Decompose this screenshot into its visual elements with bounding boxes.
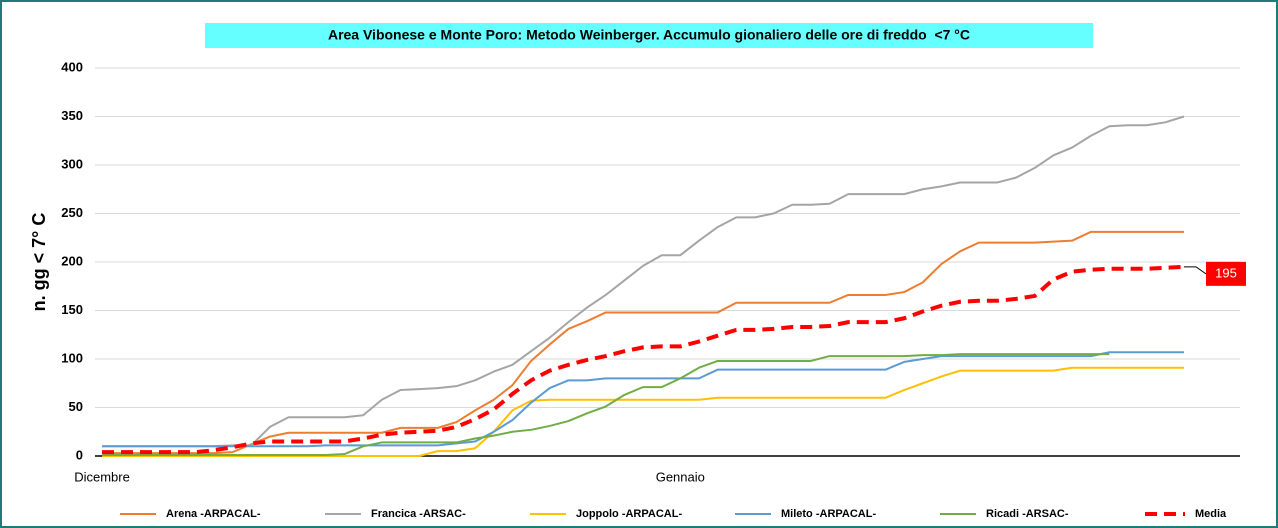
legend-label: Francica -ARSAC- <box>371 508 466 520</box>
y-tick-label: 350 <box>61 108 83 123</box>
x-tick-label: Gennaio <box>656 469 705 484</box>
data-line <box>102 115 1185 448</box>
title-box <box>205 23 1093 48</box>
y-tick-label: 150 <box>61 302 83 317</box>
data-label-box <box>1206 261 1246 286</box>
y-tick-label: 100 <box>61 350 83 365</box>
data-label: 195 <box>1215 265 1237 280</box>
legend-label: Arena -ARPACAL- <box>166 508 261 520</box>
legend-label: Media <box>1195 508 1227 520</box>
y-tick-label: 300 <box>61 156 83 171</box>
y-tick-label: 250 <box>61 205 83 220</box>
y-tick-label: 400 <box>61 59 83 74</box>
y-tick-label: 0 <box>76 447 83 462</box>
callout-line <box>1184 266 1207 275</box>
data-line <box>102 353 1110 457</box>
y-tick-label: 200 <box>61 253 83 268</box>
legend-label: Mileto -ARPACAL- <box>781 508 876 520</box>
x-tick-label: Dicembre <box>74 469 130 484</box>
data-line <box>102 230 1184 455</box>
data-line <box>102 351 1184 448</box>
y-tick-label: 50 <box>69 399 83 414</box>
data-line <box>102 264 1185 455</box>
legend-label: Joppolo -ARPACAL- <box>576 508 682 520</box>
legend-label: Ricadi -ARSAC- <box>986 508 1069 520</box>
chart-title: Area Vibonese e Monte Poro: Metodo Weinb… <box>328 27 970 43</box>
y-axis-label: n. gg < 7° C <box>29 213 49 312</box>
